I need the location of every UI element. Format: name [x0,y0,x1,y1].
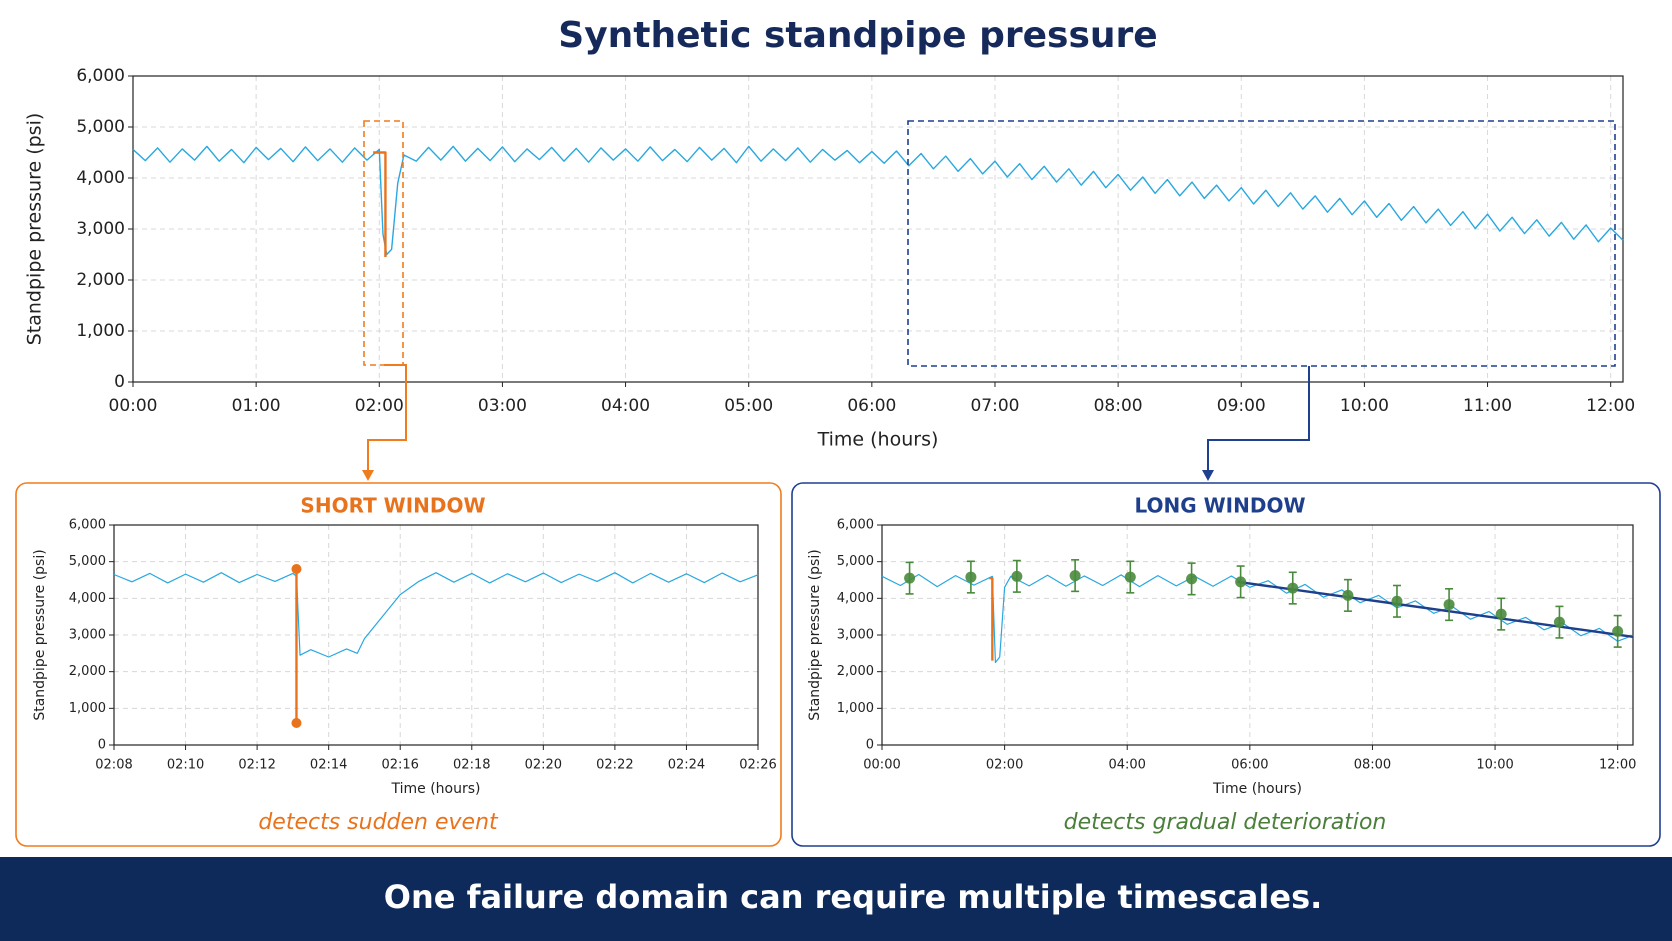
chart-title: SHORT WINDOW [300,494,485,518]
plot-area [133,76,1623,382]
x-tick-label: 12:00 [1599,758,1636,773]
x-tick-label: 02:16 [381,758,418,773]
marker [1011,570,1023,582]
y-tick-label: 1,000 [76,321,125,341]
caption: detects gradual deterioration [1064,810,1387,835]
x-tick-label: 00:00 [863,758,900,773]
y-tick-label: 3,000 [69,628,106,643]
x-tick-label: 07:00 [970,396,1019,416]
y-tick-label: 2,000 [837,664,874,679]
y-axis-title: Standpipe pressure (psi) [807,549,823,720]
x-axis-title: Time (hours) [391,781,481,797]
x-tick-label: 04:00 [601,396,650,416]
x-tick-label: 02:12 [238,758,275,773]
y-tick-label: 6,000 [76,66,125,86]
y-axis-title: Standpipe pressure (psi) [32,549,48,720]
series-line [132,145,1624,256]
y-tick-label: 0 [866,738,874,753]
y-tick-label: 5,000 [837,554,874,569]
long-highlight [907,120,1616,367]
marker [1553,616,1565,628]
x-tick-label: 02:20 [525,758,562,773]
x-tick-label: 08:00 [1094,396,1143,416]
x-axis-title: Time (hours) [1212,781,1302,797]
plot-frame [881,524,1634,746]
y-tick-label: 1,000 [69,701,106,716]
short-connector [367,364,407,472]
y-tick-label: 2,000 [76,270,125,290]
x-tick-label: 02:18 [453,758,490,773]
y-tick-label: 0 [114,372,125,392]
x-tick-label: 02:22 [596,758,633,773]
charts: 0 1,000 2,000 3,000 4,000 5,000 6,000 00:00 01:0… [24,15,1637,835]
footer-text: One failure domain can require multiple … [384,878,1323,916]
y-tick-label: 3,000 [837,628,874,643]
x-tick-label: 02:08 [95,758,132,773]
plot-area [114,525,758,745]
y-tick-label: 4,000 [76,168,125,188]
long-arrow [1202,470,1214,481]
plot-frame [132,75,1624,383]
caption: detects sudden event [258,810,499,835]
chart-title: Synthetic standpipe pressure [558,15,1157,56]
x-tick-label: 02:24 [668,758,705,773]
x-tick-label: 00:00 [109,396,158,416]
marker [1342,589,1354,601]
y-tick-label: 0 [98,738,106,753]
marker [1186,573,1198,585]
x-tick-label: 05:00 [724,396,773,416]
marker [1235,576,1247,588]
long-connector [1207,366,1310,472]
y-tick-label: 5,000 [69,554,106,569]
y-tick-label: 2,000 [69,664,106,679]
marker [1391,595,1403,607]
x-tick-label: 04:00 [1108,758,1145,773]
chart-title: LONG WINDOW [1134,494,1305,518]
x-tick-label: 11:00 [1463,396,1512,416]
y-axis-title: Standpipe pressure (psi) [24,113,46,346]
y-tick-label: 6,000 [69,518,106,533]
x-tick-label: 09:00 [1217,396,1266,416]
x-tick-label: 02:14 [310,758,347,773]
y-tick-label: 6,000 [837,518,874,533]
series-line [373,151,387,258]
marker [1124,571,1136,583]
marker [1069,570,1081,582]
series-line [1237,580,1634,639]
y-tick-label: 4,000 [69,591,106,606]
x-tick-label: 02:00 [355,396,404,416]
marker [1287,582,1299,594]
y-tick-label: 1,000 [837,701,874,716]
marker [291,564,302,574]
marker [904,572,916,584]
x-tick-label: 02:00 [986,758,1023,773]
x-tick-label: 06:00 [1231,758,1268,773]
y-tick-label: 5,000 [76,117,125,137]
marker [965,571,977,583]
marker [1612,625,1624,637]
footer-band [0,857,1672,941]
x-tick-label: 01:00 [232,396,281,416]
series-line [113,572,759,658]
y-tick-label: 4,000 [837,591,874,606]
x-tick-label: 02:26 [739,758,776,773]
marker [291,718,302,728]
marker [1443,599,1455,611]
x-tick-label: 03:00 [478,396,527,416]
y-tick-label: 3,000 [76,219,125,239]
short-arrow [362,470,374,481]
x-tick-label: 02:10 [167,758,204,773]
series-line [989,576,994,661]
short-highlight [363,120,404,366]
x-tick-label: 10:00 [1340,396,1389,416]
x-tick-label: 08:00 [1354,758,1391,773]
plot-frame [113,524,759,746]
x-axis-title: Time (hours) [817,429,939,451]
x-tick-label: 10:00 [1476,758,1513,773]
marker [1495,608,1507,620]
x-tick-label: 12:00 [1586,396,1635,416]
x-tick-label: 06:00 [847,396,896,416]
